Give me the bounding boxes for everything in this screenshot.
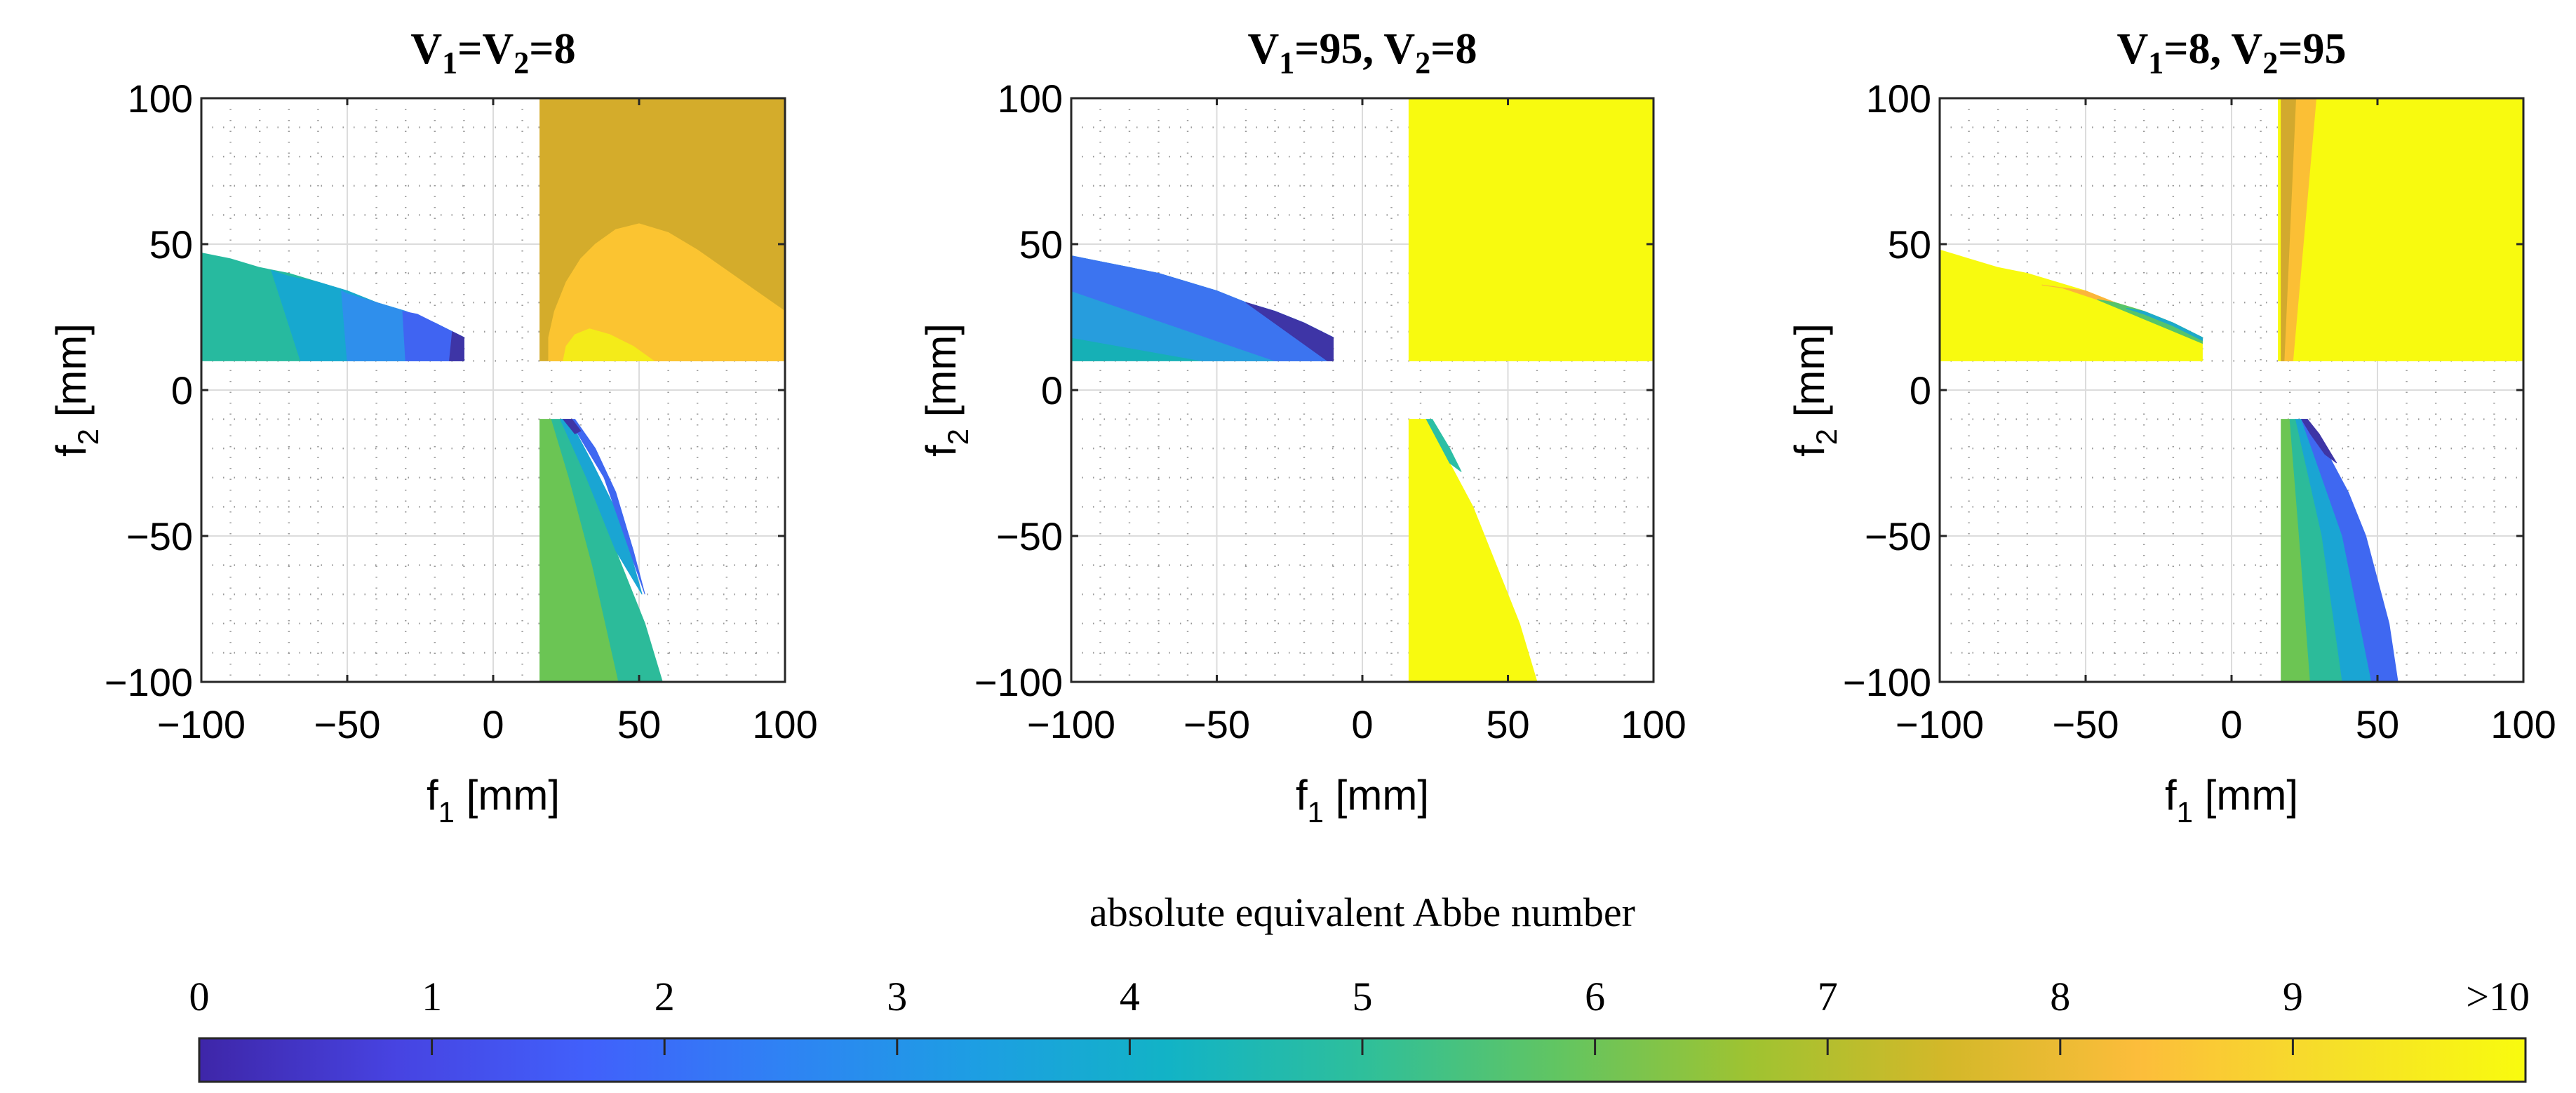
colorbar-tick-label: 5: [1353, 974, 1373, 1019]
x-tick-label: 100: [1621, 702, 1686, 746]
colorbar-tick-label: 6: [1585, 974, 1605, 1019]
regions: [201, 98, 785, 682]
x-tick-label: 0: [482, 702, 504, 746]
region-lower-right-blue: [562, 419, 645, 595]
y-tick-label: −50: [1865, 514, 1931, 558]
colorbar-tick-label: 8: [2050, 974, 2070, 1019]
regions: [1071, 98, 1653, 682]
y-tick-label: 100: [128, 76, 193, 121]
panel-title: V1=V2=8: [410, 25, 575, 80]
x-tick-label: 50: [617, 702, 661, 746]
panel-3: −100 −50 0 50 100 −100 −50 0 50 100 V1=8, V2=95 f1 …: [1786, 25, 2556, 829]
x-tick-label: 0: [1351, 702, 1373, 746]
region-upper-left-cyan-edge: [2126, 308, 2203, 342]
panel-1: −100 −50 0 50 100 −100 −50 0 50 100 V1=V2=8 f1 [mm]…: [48, 25, 818, 829]
colorbar-tick-label: 4: [1120, 974, 1140, 1019]
colorbar-tick-label: 7: [1818, 974, 1838, 1019]
colorbar: absolute equivalent Abbe number 0 1 2 3 4 5 6 7 8…: [189, 890, 2530, 1083]
region-upper-right-yellow: [1408, 98, 1653, 361]
colorbar-title: absolute equivalent Abbe number: [1089, 890, 1635, 935]
x-tick-label: −50: [2053, 702, 2119, 746]
panel-2: −100 −50 0 50 100 −100 −50 0 50 100 V1=95, V2=8 f1 …: [918, 25, 1686, 829]
panel-title: V1=8, V2=95: [2117, 25, 2346, 80]
colorbar-tick-label: >10: [2466, 974, 2530, 1019]
colorbar-tick-label: 3: [887, 974, 907, 1019]
x-tick-label: 50: [1486, 702, 1529, 746]
y-tick-label: −100: [105, 660, 193, 704]
x-axis-label: f1 [mm]: [1296, 772, 1429, 829]
regions: [1940, 98, 2523, 682]
y-tick-label: 50: [1019, 222, 1063, 267]
y-axis-label: f2 [mm]: [918, 323, 974, 457]
x-tick-label: −100: [157, 702, 246, 746]
x-tick-label: −100: [1896, 702, 1984, 746]
y-axis-label: f2 [mm]: [48, 323, 105, 457]
x-tick-label: 0: [2220, 702, 2242, 746]
y-tick-label: 100: [998, 76, 1063, 121]
x-tick-label: 100: [2490, 702, 2556, 746]
region-upper-left-indigo: [1245, 302, 1334, 361]
y-tick-label: −100: [974, 660, 1063, 704]
x-tick-label: 50: [2356, 702, 2399, 746]
y-tick-label: 0: [1041, 368, 1063, 413]
x-axis-label: f1 [mm]: [2165, 772, 2298, 829]
region-upper-right-yellow: [2278, 98, 2523, 361]
y-axis-label: f2 [mm]: [1786, 323, 1843, 457]
region-lower-right-indigo: [2300, 419, 2337, 464]
y-tick-label: −100: [1843, 660, 1931, 704]
x-tick-label: −50: [1183, 702, 1250, 746]
colorbar-tick-label: 1: [422, 974, 442, 1019]
colorbar-tick-label: 0: [189, 974, 210, 1019]
x-tick-label: −50: [314, 702, 381, 746]
region-lower-right-edge-teal: [1425, 419, 1462, 472]
region-upper-right-yellow-core: [563, 328, 655, 361]
y-tick-label: −50: [126, 514, 193, 558]
region-upper-right-yellow-orange: [548, 223, 785, 361]
y-tick-label: 100: [1866, 76, 1931, 121]
region-upper-left-indigo: [449, 331, 464, 361]
x-axis-label: f1 [mm]: [427, 772, 560, 829]
panel-title: V1=95, V2=8: [1247, 25, 1477, 80]
y-tick-label: 0: [171, 368, 193, 413]
y-tick-label: −50: [996, 514, 1063, 558]
region-lower-right-indigo: [562, 419, 582, 435]
y-tick-label: 50: [149, 222, 193, 267]
colorbar-tick-label: 2: [655, 974, 675, 1019]
x-tick-label: 100: [752, 702, 817, 746]
y-tick-label: 0: [1910, 368, 1931, 413]
y-tick-label: 50: [1888, 222, 1931, 267]
region-upper-right-olive-wedge: [2281, 98, 2297, 361]
colorbar-tick-label: 9: [2283, 974, 2303, 1019]
x-tick-label: −100: [1027, 702, 1115, 746]
